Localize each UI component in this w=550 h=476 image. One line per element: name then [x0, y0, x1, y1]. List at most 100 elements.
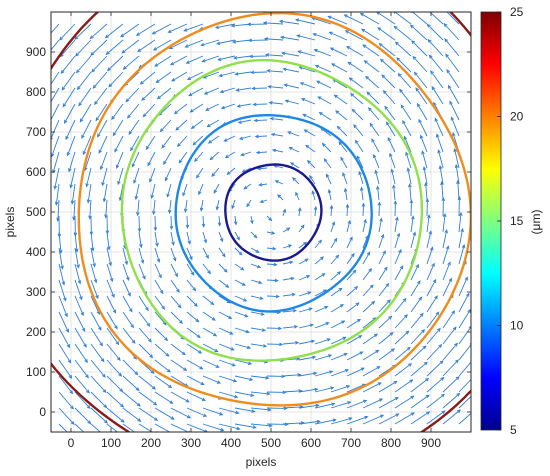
vector-arrow — [378, 299, 391, 313]
vector-arrowhead — [142, 113, 147, 118]
vector-arrowhead — [342, 172, 346, 177]
vector-arrowhead — [292, 177, 296, 181]
vector-arrowhead — [435, 311, 440, 316]
vector-arrow — [122, 375, 140, 391]
vector-arrowhead — [454, 163, 459, 169]
vector-arrow — [304, 129, 316, 137]
vector-arrowhead — [225, 284, 230, 288]
vector-arrowhead — [156, 95, 161, 100]
vector-arrowhead — [326, 173, 330, 178]
vector-arrowhead — [108, 262, 112, 267]
vector-arrowhead — [246, 22, 251, 27]
vector-arrow — [282, 244, 292, 249]
vector-arrowhead — [124, 260, 129, 266]
vector-arrow — [410, 297, 422, 313]
vector-arrowhead — [369, 122, 374, 127]
vector-arrowhead — [87, 420, 92, 425]
vector-arrow — [58, 359, 72, 379]
vector-arrow — [90, 39, 108, 56]
vector-arrowhead — [278, 326, 283, 331]
vector-arrowhead — [343, 14, 348, 18]
vector-arrow — [292, 177, 300, 185]
vector-arrowhead — [150, 370, 155, 374]
vector-arrow — [100, 151, 108, 170]
vector-arrowhead — [282, 208, 287, 213]
vector-arrowhead — [232, 378, 238, 383]
vector-arrowhead — [136, 402, 141, 407]
vector-arrow — [314, 239, 322, 249]
vector-arrow — [285, 100, 300, 105]
vector-arrowhead — [104, 34, 109, 39]
vector-arrow — [277, 194, 284, 201]
vector-arrowhead — [238, 136, 244, 140]
vector-arrow — [368, 107, 380, 121]
vector-arrow — [116, 151, 124, 169]
vector-arrow — [97, 119, 108, 137]
vector-arrowhead — [468, 325, 471, 330]
vector-arrow — [170, 215, 172, 230]
vector-arrow — [330, 369, 349, 377]
vector-arrow — [103, 183, 108, 202]
vector-arrow — [446, 69, 460, 89]
vector-arrowhead — [216, 380, 221, 384]
vector-arrowhead — [114, 325, 118, 330]
vector-arrowhead — [205, 254, 209, 259]
vector-arrow — [426, 393, 445, 409]
vector-arrowhead — [64, 119, 68, 124]
vector-arrow — [175, 119, 188, 131]
vector-arrowhead — [226, 171, 231, 175]
vector-arrowhead — [431, 86, 436, 91]
vector-arrow — [74, 279, 83, 300]
vector-arrow — [442, 343, 458, 361]
vector-arrow — [58, 327, 70, 348]
vector-arrowhead — [305, 144, 310, 149]
vector-arrowhead — [77, 280, 82, 285]
vector-arrowhead — [453, 147, 457, 153]
vector-arrowhead — [452, 326, 457, 331]
vector-arrow — [378, 267, 388, 281]
vector-arrowhead — [153, 401, 158, 406]
vector-arrow — [98, 135, 108, 154]
vector-arrow — [378, 283, 389, 297]
vector-arrow — [378, 250, 386, 265]
vector-arrow — [330, 221, 335, 233]
vector-arrowhead — [455, 376, 460, 380]
vector-arrowhead — [443, 8, 446, 11]
vector-arrowhead — [465, 292, 470, 297]
vector-arrow — [234, 279, 246, 286]
vector-arrowhead — [327, 188, 332, 194]
vector-arrow — [55, 183, 60, 205]
vector-arrow — [346, 269, 357, 281]
vector-arrowhead — [450, 116, 455, 121]
vector-arrow — [381, 74, 396, 89]
vector-arrow — [57, 199, 60, 221]
vector-arrowhead — [411, 215, 415, 220]
vector-arrowhead — [442, 212, 447, 218]
vector-arrow — [407, 168, 412, 185]
vector-arrowhead — [293, 325, 299, 329]
vector-arrow — [274, 165, 284, 169]
vector-arrow — [250, 327, 266, 331]
vector-arrow — [250, 215, 253, 224]
vector-arrow — [386, 121, 396, 137]
vector-arrow — [240, 151, 252, 156]
vector-arrowhead — [236, 426, 241, 431]
vector-arrow — [454, 148, 460, 169]
vector-arrowhead — [425, 198, 430, 203]
vector-arrowhead — [317, 96, 322, 100]
vector-arrowhead — [375, 349, 380, 354]
vector-arrowhead — [255, 150, 260, 155]
vector-arrowhead — [192, 287, 197, 292]
vector-arrowhead — [281, 51, 286, 56]
vector-arrow — [168, 199, 172, 214]
vector-arrow — [458, 228, 464, 249]
vector-arrow — [234, 391, 254, 397]
vector-arrow — [89, 199, 92, 219]
vector-arrow — [224, 135, 236, 142]
vector-arrow — [346, 237, 353, 249]
colorbar-tick-label: 10 — [510, 319, 524, 333]
vector-arrow — [153, 199, 156, 215]
vector-arrow — [442, 278, 452, 297]
vector-arrowhead — [405, 151, 409, 156]
vector-arrowhead — [379, 414, 385, 418]
